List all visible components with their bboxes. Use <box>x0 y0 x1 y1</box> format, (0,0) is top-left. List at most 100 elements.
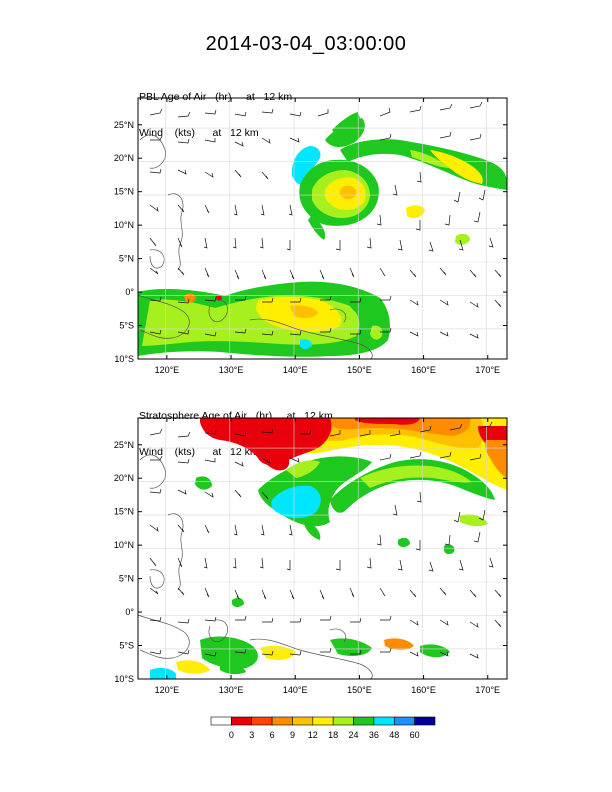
colorbar-swatch <box>312 716 334 726</box>
colorbar-label: 18 <box>328 730 338 740</box>
strat-lon-label: 160°E <box>411 685 436 695</box>
pbl-patch-lime <box>455 233 470 245</box>
strat-lat-label: 10°N <box>114 540 134 550</box>
pbl-band-amber <box>290 305 318 319</box>
strat-south-cyan <box>150 667 176 679</box>
pbl-map-frame <box>137 97 508 360</box>
strat-lon-label: 120°E <box>155 685 180 695</box>
strat-age-field <box>150 418 507 679</box>
colorbar-label: 0 <box>229 730 234 740</box>
pbl-arc-yellow <box>430 150 483 184</box>
strat-red-wave <box>258 446 290 471</box>
strat-lat-label: 25°N <box>114 440 134 450</box>
strat-lat-label: 5°N <box>119 574 134 584</box>
colorbar-label: 48 <box>389 730 399 740</box>
pbl-band-cyan <box>300 339 312 349</box>
pbl-cyclone-amber <box>339 185 357 200</box>
pbl-lon-label: 160°E <box>411 365 436 375</box>
colorbar-label: 9 <box>290 730 295 740</box>
pbl-arc-lime <box>410 150 450 168</box>
strat-lime-arc <box>360 465 472 488</box>
strat-patch-lime-east <box>460 514 488 527</box>
colorbar-label: 24 <box>349 730 359 740</box>
colorbar-swatch <box>210 716 232 726</box>
pbl-north-green <box>325 118 365 147</box>
pbl-north-green2 <box>332 112 360 134</box>
colorbar-label: 12 <box>308 730 318 740</box>
strat-map-panel: 120°E 130°E 140°E 150°E 160°E 170°E 25°N 20°N 15… <box>114 417 508 695</box>
strat-wind-barbs <box>149 421 502 659</box>
strat-green-tail <box>304 520 321 540</box>
strat-lat-label: 5°S <box>119 641 134 651</box>
pbl-lat-label: 20°N <box>114 153 134 163</box>
colorbar-swatch <box>292 716 314 726</box>
strat-map-frame <box>137 417 508 680</box>
pbl-lat-label: 10°S <box>114 354 134 364</box>
pbl-wind-barbs <box>149 101 502 339</box>
pbl-gridlines <box>138 98 507 359</box>
pbl-age-field <box>138 112 507 357</box>
colorbar-label: 3 <box>249 730 254 740</box>
colorbar-swatch <box>251 716 273 726</box>
pbl-lon-label: 150°E <box>347 365 372 375</box>
colorbar-swatch <box>414 716 436 726</box>
strat-north-red <box>200 418 332 466</box>
pbl-lat-label: 25°N <box>114 120 134 130</box>
strat-lon-label: 130°E <box>219 685 244 695</box>
colorbar-swatch <box>332 716 354 726</box>
strat-east-orange <box>485 440 507 478</box>
strat-patch-green-east <box>398 537 410 547</box>
strat-south-yellow2 <box>176 660 210 674</box>
strat-lat-label: 10°S <box>114 674 134 684</box>
colorbar-swatch <box>353 716 375 726</box>
pbl-axis-ticks: 120°E 130°E 140°E 150°E 160°E 170°E 25°N 20°N 15… <box>114 98 507 375</box>
colorbar-label: 6 <box>270 730 275 740</box>
strat-cyan <box>271 485 321 519</box>
strat-south-orange <box>384 638 414 650</box>
strat-lon-label: 170°E <box>475 685 500 695</box>
strat-north-red-east <box>355 418 420 425</box>
pbl-cyclone-tail <box>308 215 326 240</box>
strat-lime-west <box>286 460 320 478</box>
pbl-band-green-east <box>350 297 382 320</box>
pbl-patch-yellow <box>406 205 425 218</box>
pbl-lon-label: 140°E <box>283 365 308 375</box>
colorbar-swatch <box>231 716 253 726</box>
pbl-lat-label: 15°N <box>114 187 134 197</box>
strat-lat-label: 15°N <box>114 507 134 517</box>
strat-coastlines <box>138 454 373 679</box>
pbl-lon-label: 120°E <box>155 365 180 375</box>
pbl-lon-label: 170°E <box>475 365 500 375</box>
strat-south-green <box>200 636 258 669</box>
pbl-map-panel: 120°E 130°E 140°E 150°E 160°E 170°E 25°N 20°N 15… <box>114 97 508 375</box>
pbl-cyclone-cyan <box>292 146 321 185</box>
colorbar-swatch <box>271 716 293 726</box>
pbl-lat-label: 5°S <box>119 321 134 331</box>
strat-axis-ticks: 120°E 130°E 140°E 150°E 160°E 170°E 25°N 20°N 15… <box>114 418 507 695</box>
strat-patch-green-east2 <box>444 544 455 555</box>
strat-lat-label: 20°N <box>114 473 134 483</box>
strat-gridlines <box>138 418 507 679</box>
pbl-band-red <box>216 295 222 301</box>
colorbar: 0 3 6 9 12 18 24 36 48 60 <box>210 716 436 740</box>
strat-mid-green <box>232 597 244 607</box>
colorbar-label: 36 <box>369 730 379 740</box>
pbl-lat-label: 5°N <box>119 254 134 264</box>
strat-south-green3 <box>420 644 450 658</box>
pbl-lat-label: 10°N <box>114 220 134 230</box>
strat-lat-label: 0° <box>125 607 134 617</box>
pbl-wind-label: Wind (kts) at 12 km <box>139 127 259 139</box>
strat-lon-label: 150°E <box>347 685 372 695</box>
colorbar-label: 60 <box>410 730 420 740</box>
strat-patch-green-west <box>195 476 212 490</box>
strat-south-yellow <box>260 645 296 660</box>
pbl-lat-label: 0° <box>125 287 134 297</box>
colorbar-swatch <box>373 716 395 726</box>
strat-lon-label: 140°E <box>283 685 308 695</box>
strat-south-green4 <box>220 663 246 675</box>
figure-title: 2014-03-04_03:00:00 <box>205 33 407 55</box>
colorbar-swatch <box>393 716 415 726</box>
strat-south-green2 <box>330 638 372 656</box>
pbl-lon-label: 130°E <box>219 365 244 375</box>
